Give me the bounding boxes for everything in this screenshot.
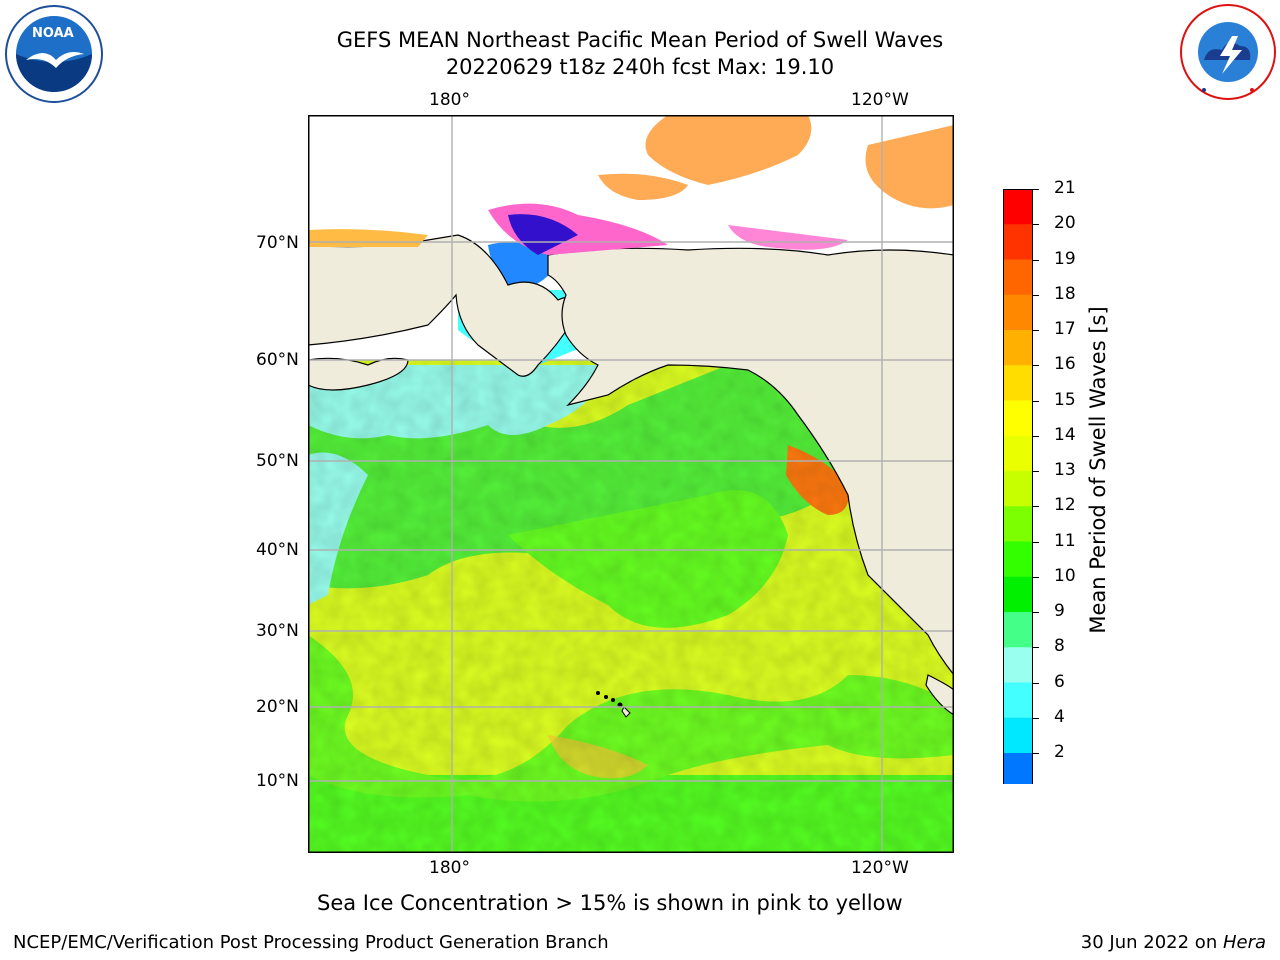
north-america-land	[547, 247, 954, 676]
footer-date-text: 30 Jun 2022 on	[1080, 932, 1223, 953]
colorbar-segment	[1003, 753, 1033, 789]
colorbar-segment	[1003, 224, 1033, 260]
lat-label-60n: 60°N	[256, 350, 299, 370]
colorbar-tick-label: 4	[1054, 706, 1065, 727]
colorbar-tick-label: 12	[1054, 495, 1076, 516]
colorbar-tick-mark	[1033, 435, 1039, 437]
arctic-ice-orange-east	[865, 125, 954, 209]
footer-credit: NCEP/EMC/Verification Post Processing Pr…	[13, 932, 609, 953]
noaa-logo-text: NOAA	[32, 26, 74, 41]
colorbar-tick-label: 13	[1054, 460, 1076, 480]
map-panel	[308, 115, 954, 853]
colorbar-segment	[1003, 330, 1033, 366]
colorbar-tick-mark	[1033, 224, 1039, 226]
colorbar-tick-label: 9	[1054, 601, 1065, 621]
chukchi-blue	[488, 242, 558, 290]
footer-host: Hera	[1222, 932, 1266, 953]
graticule	[308, 115, 954, 853]
lat-label-50n: 50°N	[256, 451, 299, 471]
map-svg	[308, 115, 954, 853]
footer-date: 30 Jun 2022 on Hera	[1081, 932, 1266, 953]
colorbar-tick-mark	[1033, 330, 1039, 331]
nws-logo	[1178, 2, 1278, 102]
siberia-land	[308, 234, 575, 377]
colorbar-segment	[1003, 717, 1033, 754]
colorbar-label: Mean Period of Swell Waves [s]	[1086, 306, 1110, 634]
colorbar-tick-label: 11	[1054, 530, 1076, 551]
hawaii-islands	[596, 691, 631, 718]
colorbar-tick-mark	[1033, 612, 1039, 613]
colorbar-tick-mark	[1033, 541, 1039, 543]
sea-ice-note: Sea Ice Concentration > 15% is shown in …	[317, 891, 903, 915]
arctic-ice-orange-2	[598, 173, 688, 200]
baja-land	[925, 674, 954, 716]
colorbar-tick-mark	[1033, 682, 1039, 684]
colorbar-segment	[1003, 259, 1033, 296]
colorbar-tick-label: 14	[1054, 424, 1076, 445]
lat-label-70n: 70°N	[256, 233, 299, 253]
colorbar-tick-mark	[1033, 576, 1039, 578]
colorbar-tick-mark	[1033, 717, 1039, 719]
colorbar-segment	[1003, 471, 1033, 507]
colorbar-tick-mark	[1033, 753, 1039, 754]
title-line2: 20220629 t18z 240h fcst Max: 19.10	[445, 55, 835, 79]
colorbar-tick-mark	[1033, 189, 1039, 190]
lat-label-20n: 20°N	[256, 697, 299, 717]
colorbar-segment	[1003, 400, 1033, 437]
colorbar-tick-mark	[1033, 506, 1039, 508]
colorbar-segment	[1003, 612, 1033, 648]
beaufort-ice-pink	[728, 225, 848, 250]
map-frame	[308, 115, 954, 853]
chart-title: GEFS MEAN Northeast Pacific Mean Period …	[0, 27, 1280, 81]
lat-label-10n: 10°N	[256, 771, 299, 791]
colorbar-tick-label: 10	[1054, 565, 1076, 586]
colorbar-tick-mark	[1033, 471, 1039, 472]
lon-label-top-180: 180°	[429, 90, 470, 110]
colorbar-segment	[1003, 435, 1033, 472]
lon-label-bottom-180: 180°	[429, 858, 470, 878]
colorbar-tick-label: 16	[1054, 354, 1076, 375]
colorbar-segment	[1003, 541, 1033, 578]
colorbar-segment	[1003, 189, 1033, 225]
colorbar-segment	[1003, 647, 1033, 683]
siberian-ice-coast	[308, 229, 428, 247]
colorbar-tick-label: 2	[1054, 742, 1065, 762]
colorbar-segment	[1003, 506, 1033, 542]
colorbar-tick-label: 18	[1054, 283, 1076, 304]
colorbar-segment	[1003, 682, 1033, 719]
colorbar-tick-label: 21	[1054, 178, 1076, 198]
colorbar-tick-mark	[1033, 294, 1039, 296]
title-line1: GEFS MEAN Northeast Pacific Mean Period …	[336, 28, 944, 52]
colorbar-segment	[1003, 294, 1033, 331]
colorbar-tick-label: 6	[1054, 671, 1065, 692]
colorbar-svg	[1002, 189, 1034, 818]
lon-label-bottom-120w: 120°W	[851, 858, 909, 878]
colorbar-tick-label: 20	[1054, 213, 1076, 234]
lon-label-top-120w: 120°W	[851, 90, 909, 110]
colorbar	[1002, 189, 1034, 818]
noaa-logo: NOAA	[4, 4, 104, 104]
colorbar-tick-label: 8	[1054, 636, 1065, 657]
colorbar-tick-label: 19	[1054, 248, 1076, 269]
colorbar-tick-mark	[1033, 647, 1039, 649]
lat-label-40n: 40°N	[256, 540, 299, 560]
colorbar-tick-label: 15	[1054, 389, 1076, 410]
lat-label-30n: 30°N	[256, 621, 299, 641]
colorbar-tick-mark	[1033, 400, 1039, 402]
colorbar-tick-mark	[1033, 365, 1039, 367]
colorbar-tick-label: 17	[1054, 319, 1076, 339]
colorbar-segment	[1003, 576, 1033, 613]
colorbar-segment	[1003, 365, 1033, 401]
colorbar-tick-mark	[1033, 259, 1039, 261]
arctic-ice-orange	[645, 115, 812, 185]
arctic-deep-blue	[508, 214, 578, 255]
